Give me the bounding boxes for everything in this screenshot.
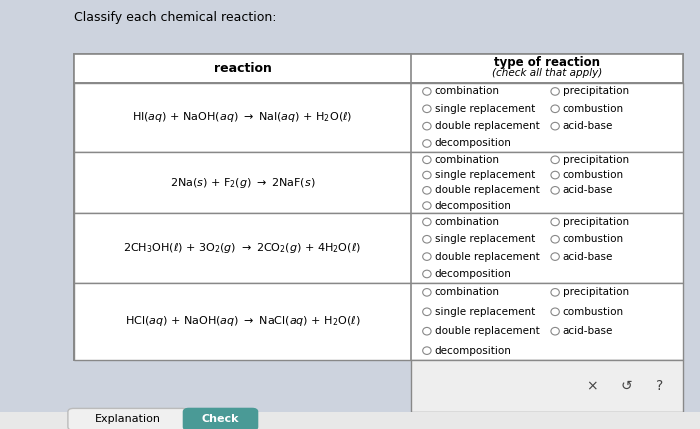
Ellipse shape — [423, 88, 431, 95]
Ellipse shape — [551, 122, 559, 130]
Ellipse shape — [423, 327, 431, 335]
Text: ↺: ↺ — [621, 379, 632, 393]
Ellipse shape — [551, 156, 559, 163]
Text: combination: combination — [435, 217, 500, 227]
Ellipse shape — [423, 236, 431, 243]
Text: combustion: combustion — [563, 170, 624, 180]
Ellipse shape — [551, 171, 559, 179]
Ellipse shape — [423, 156, 431, 163]
Bar — [74, 83, 682, 360]
Text: decomposition: decomposition — [435, 269, 512, 279]
Text: Explanation: Explanation — [94, 414, 161, 424]
Text: 2CH$_3$OH$(\ell)$ + 3O$_2(g)$ $\rightarrow$ 2CO$_2(g)$ + 4H$_2$O$(\ell)$: 2CH$_3$OH$(\ell)$ + 3O$_2(g)$ $\rightarr… — [123, 241, 361, 255]
Text: acid-base: acid-base — [563, 185, 613, 195]
Text: precipitation: precipitation — [563, 86, 629, 97]
Text: HCl$(aq)$ + NaOH$(aq)$ $\rightarrow$ NaCl$(aq)$ + H$_2$O$(\ell)$: HCl$(aq)$ + NaOH$(aq)$ $\rightarrow$ NaC… — [125, 314, 360, 329]
Ellipse shape — [423, 171, 431, 179]
Text: combustion: combustion — [563, 307, 624, 317]
Text: decomposition: decomposition — [435, 346, 512, 356]
Text: ×: × — [586, 379, 597, 393]
Ellipse shape — [423, 308, 431, 316]
Bar — [74, 283, 682, 360]
Text: double replacement: double replacement — [435, 185, 539, 195]
Ellipse shape — [423, 289, 431, 296]
Ellipse shape — [551, 327, 559, 335]
Ellipse shape — [423, 270, 431, 278]
Ellipse shape — [551, 289, 559, 296]
Bar — [412, 360, 682, 412]
Bar — [0, 412, 700, 429]
Text: combination: combination — [435, 86, 500, 97]
Text: ?: ? — [657, 379, 664, 393]
Bar — [74, 152, 682, 213]
Text: Check: Check — [202, 414, 239, 424]
FancyBboxPatch shape — [183, 408, 258, 429]
Text: single replacement: single replacement — [435, 104, 535, 114]
Ellipse shape — [423, 140, 431, 147]
Ellipse shape — [423, 202, 431, 209]
Ellipse shape — [423, 218, 431, 226]
Text: decomposition: decomposition — [435, 139, 512, 148]
Text: (check all that apply): (check all that apply) — [492, 68, 602, 79]
Ellipse shape — [551, 308, 559, 316]
Text: HI$(aq)$ + NaOH$(aq)$ $\rightarrow$ NaI$(aq)$ + H$_2$O$(\ell)$: HI$(aq)$ + NaOH$(aq)$ $\rightarrow$ NaI$… — [132, 110, 353, 124]
Text: decomposition: decomposition — [435, 201, 512, 211]
Text: double replacement: double replacement — [435, 326, 539, 336]
Text: type of reaction: type of reaction — [494, 56, 600, 69]
Text: precipitation: precipitation — [563, 287, 629, 297]
Text: precipitation: precipitation — [563, 217, 629, 227]
Bar — [74, 83, 682, 152]
Text: single replacement: single replacement — [435, 307, 535, 317]
Text: acid-base: acid-base — [563, 252, 613, 262]
Bar — [74, 213, 682, 283]
Text: combustion: combustion — [563, 234, 624, 244]
Text: single replacement: single replacement — [435, 170, 535, 180]
FancyBboxPatch shape — [68, 408, 188, 429]
Ellipse shape — [423, 347, 431, 354]
Text: combustion: combustion — [563, 104, 624, 114]
Ellipse shape — [423, 187, 431, 194]
Text: combination: combination — [435, 287, 500, 297]
Ellipse shape — [551, 105, 559, 112]
Text: combination: combination — [435, 155, 500, 165]
Ellipse shape — [423, 122, 431, 130]
Text: acid-base: acid-base — [563, 121, 613, 131]
Text: double replacement: double replacement — [435, 121, 539, 131]
Bar — [74, 54, 682, 83]
Text: double replacement: double replacement — [435, 252, 539, 262]
Ellipse shape — [423, 253, 431, 260]
Ellipse shape — [551, 236, 559, 243]
Ellipse shape — [423, 105, 431, 112]
Ellipse shape — [551, 253, 559, 260]
Text: single replacement: single replacement — [435, 234, 535, 244]
Bar — [74, 54, 682, 360]
Ellipse shape — [551, 88, 559, 95]
Text: Classify each chemical reaction:: Classify each chemical reaction: — [74, 11, 276, 24]
Ellipse shape — [551, 187, 559, 194]
Text: acid-base: acid-base — [563, 326, 613, 336]
Text: 2Na$(s)$ + F$_2(g)$ $\rightarrow$ 2NaF$(s)$: 2Na$(s)$ + F$_2(g)$ $\rightarrow$ 2NaF$(… — [169, 176, 315, 190]
Ellipse shape — [551, 218, 559, 226]
Text: precipitation: precipitation — [563, 155, 629, 165]
Text: reaction: reaction — [214, 62, 272, 75]
